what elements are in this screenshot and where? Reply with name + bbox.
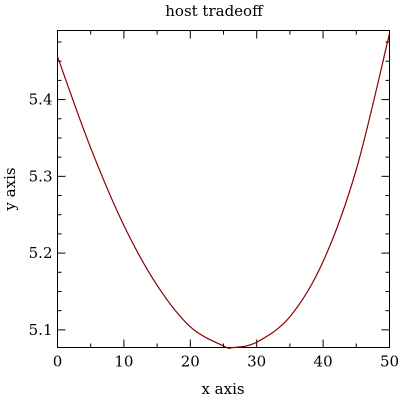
x-tick-label: 30 — [247, 353, 266, 371]
x-axis-label: x axis — [201, 380, 244, 398]
x-tick-label: 10 — [114, 353, 133, 371]
y-tick-label: 5.3 — [29, 167, 53, 185]
y-tick-label: 5.2 — [29, 244, 53, 262]
x-tick-label: 40 — [314, 353, 333, 371]
series-layer — [56, 33, 391, 349]
y-axis-label: y axis — [1, 167, 19, 211]
x-tick-label: 50 — [380, 353, 399, 371]
x-tick-label: 0 — [53, 353, 63, 371]
chart-title: host tradeoff — [165, 2, 264, 20]
x-tick-label: 20 — [181, 353, 200, 371]
y-tick-label: 5.1 — [29, 321, 53, 339]
x-axis-ticks: 0 10 20 30 40 50 — [53, 30, 399, 371]
y-axis-ticks: 5.1 5.2 5.3 5.4 — [29, 41, 390, 339]
series-line — [56, 33, 391, 349]
y-tick-label: 5.4 — [29, 91, 53, 109]
